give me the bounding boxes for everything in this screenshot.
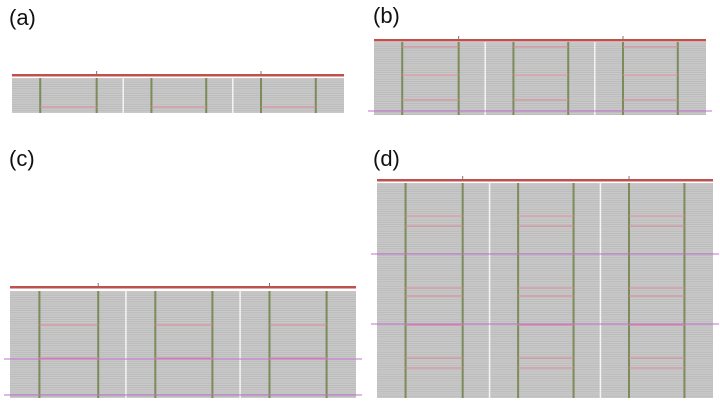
layer-body-b bbox=[374, 42, 706, 115]
layer-body-c bbox=[10, 291, 356, 398]
top-bar-b bbox=[374, 39, 706, 42]
top-bar-a bbox=[12, 74, 344, 77]
top-bar-d bbox=[377, 179, 713, 182]
panel-label-c: (c) bbox=[9, 146, 35, 171]
panel-label-d: (d) bbox=[373, 146, 400, 171]
panel-label-a: (a) bbox=[9, 5, 36, 30]
panel-label-b: (b) bbox=[373, 3, 400, 28]
top-bar-c bbox=[10, 286, 356, 289]
